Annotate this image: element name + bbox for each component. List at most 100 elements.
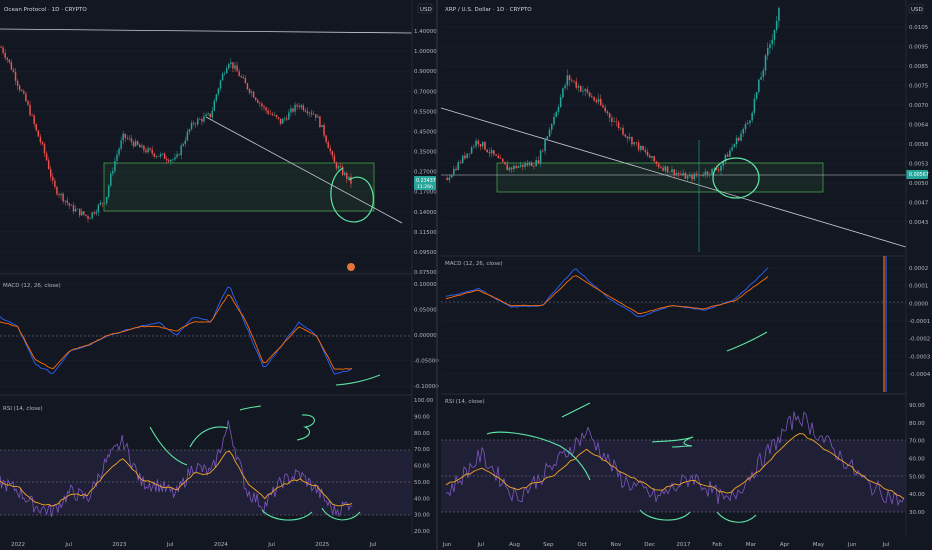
right-price-pane[interactable]: XRP / U.S. Dollar · 1D · CRYPTO USD 0.01… <box>440 3 929 252</box>
candle-body <box>52 176 54 181</box>
right-circle-drawing[interactable] <box>712 157 760 199</box>
candle-body <box>717 169 720 171</box>
left-circle-drawing[interactable] <box>330 167 374 223</box>
candle-body <box>257 99 259 103</box>
candle-body <box>577 86 580 88</box>
candle-body <box>615 121 618 123</box>
candle-body <box>205 114 207 117</box>
candle-body <box>242 77 245 79</box>
scale-tick-label: 30.00 <box>414 513 430 519</box>
right-time-axis[interactable]: Jun Jul Aug Sep Oct Nov Dec 2017 Feb Mar Apr May Jun… <box>442 542 890 548</box>
candle-body <box>128 138 131 140</box>
candle-body <box>591 96 593 98</box>
candle-body <box>244 78 247 84</box>
left-panel: Ocean Protocol · 1D · CRYPTO USD 1.40000… <box>0 0 439 548</box>
candle-body <box>139 144 141 148</box>
candle-body <box>35 123 37 131</box>
candle-body <box>134 141 137 147</box>
left-rsi-pane[interactable]: RSI (14, close) 100.00 90.00 80.00 70.00 60.… <box>0 394 434 535</box>
candle-body <box>302 105 305 111</box>
candle-body <box>95 212 98 214</box>
left-rsi-drawing-6[interactable] <box>321 507 361 521</box>
candle-body <box>41 142 44 145</box>
candle-body <box>153 153 155 157</box>
left-descending-trendline[interactable] <box>205 116 403 224</box>
left-rsi-drawing-4[interactable] <box>296 414 315 441</box>
candle-body <box>682 173 684 175</box>
right-rsi-drawing-1[interactable] <box>486 431 591 481</box>
right-rsi-drawing-4[interactable] <box>639 509 691 521</box>
candle-body <box>713 168 716 169</box>
candle-body <box>700 174 702 176</box>
candle-body <box>16 80 19 86</box>
right-support-zone[interactable] <box>496 162 824 193</box>
left-rsi-drawing-5[interactable] <box>261 509 313 521</box>
right-rsi-scale[interactable]: 90.00 80.00 70.00 60.00 50.00 40.00 30.00 <box>909 403 925 516</box>
candle-body <box>771 39 773 45</box>
left-macd-divergence-drawing[interactable] <box>335 374 381 386</box>
time-tick-label: Jul <box>882 542 890 548</box>
right-rsi-pane[interactable]: RSI (14, close) 90.00 80.00 70.00 60.00 50.0… <box>441 393 925 523</box>
left-rsi-scale[interactable]: 100.00 90.00 80.00 70.00 60.00 50.00 40.00 30.0… <box>414 398 434 535</box>
candle-body <box>535 160 537 167</box>
candle-body <box>68 203 71 206</box>
scale-tick-label: 0.10000 <box>414 282 437 288</box>
candle-body <box>337 166 340 169</box>
candle-body <box>14 72 17 81</box>
right-macd-scale[interactable]: 0.0002 0.0001 0.0000 -0.0001 -0.0002 -0.0003 -… <box>909 266 931 378</box>
candle-body <box>606 111 609 114</box>
right-descending-trendline[interactable] <box>440 107 907 248</box>
candle-body <box>775 20 778 30</box>
candle-body <box>555 112 557 117</box>
candle-body <box>70 205 73 206</box>
candle-body <box>455 168 457 171</box>
candle-body <box>726 154 729 157</box>
left-event-marker-icon[interactable] <box>347 263 355 271</box>
candle-body <box>624 134 627 137</box>
right-rsi-drawing-5[interactable] <box>716 511 757 523</box>
right-rsi-drawing-3[interactable] <box>651 436 694 448</box>
time-tick-label: Oct <box>577 542 587 548</box>
left-price-scale[interactable]: 1.40000 1.00000 0.90000 0.70000 0.55000 0.450… <box>414 29 437 276</box>
candle-body <box>176 154 178 158</box>
candle-body <box>749 120 751 124</box>
scale-tick-label: 0.0064 <box>909 123 929 129</box>
candle-body <box>677 173 680 174</box>
scale-tick-label: 0.27000 <box>414 170 437 176</box>
candle-body <box>350 176 352 184</box>
candle-body <box>493 150 495 155</box>
right-currency-badge[interactable] <box>908 3 924 14</box>
left-currency-badge[interactable] <box>417 3 433 14</box>
left-macd-pane[interactable]: MACD (12, 26, close) 0.10000 0.05000 0.000… <box>0 273 439 390</box>
right-price-scale[interactable]: 0.0105 0.0095 0.0085 0.0075 0.0070 0.0064 0.00… <box>909 25 929 226</box>
candle-body <box>74 208 77 212</box>
candle-body <box>477 140 480 145</box>
candle-body <box>165 158 168 161</box>
right-macd-pane[interactable]: MACD (12, 26, close) 0.0002 0.0001 0.0000 -… <box>441 255 931 392</box>
candle-body <box>228 63 230 69</box>
left-rsi-drawing-2[interactable] <box>189 426 229 448</box>
candle-body <box>495 154 497 156</box>
right-rsi-drawing-2[interactable] <box>561 402 591 418</box>
candle-body <box>78 208 81 216</box>
candle-body <box>764 55 767 71</box>
candle-body <box>704 171 707 176</box>
left-rsi-drawing-3[interactable] <box>239 405 262 411</box>
right-macd-divergence-drawing[interactable] <box>726 331 768 352</box>
left-support-zone[interactable] <box>103 162 375 212</box>
left-resistance-trendline[interactable] <box>0 28 413 34</box>
time-tick-label: Jul <box>267 542 275 548</box>
scale-tick-label: 0.0043 <box>909 220 929 226</box>
scale-tick-label: 0.0002 <box>909 266 928 272</box>
left-price-pane[interactable]: Ocean Protocol · 1D · CRYPTO USD 1.40000… <box>0 3 437 276</box>
left-rsi-drawing-1[interactable] <box>149 426 188 466</box>
candle-body <box>508 167 511 171</box>
left-macd-scale[interactable]: 0.10000 0.05000 0.00000 -0.05000 -0.10000 <box>414 282 439 390</box>
scale-tick-label: 0.0000 <box>909 301 929 307</box>
candle-body <box>234 65 236 69</box>
candle-body <box>722 161 724 166</box>
left-time-axis[interactable]: 2022 Jul 2023 Jul 2024 Jul 2025 Jul <box>11 542 377 548</box>
candle-body <box>617 122 620 128</box>
candle-body <box>296 104 298 107</box>
